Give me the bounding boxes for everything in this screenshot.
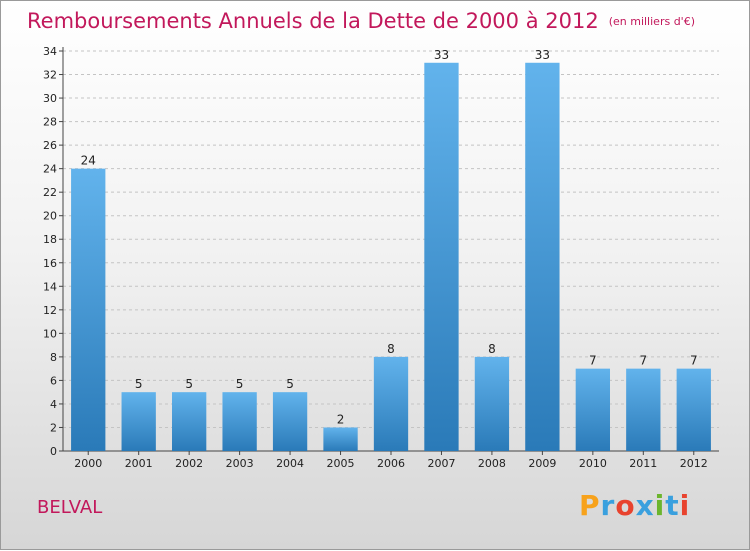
y-tick-label: 18: [43, 233, 57, 246]
bar-2002: [171, 392, 207, 451]
bar-value-label: 5: [185, 377, 193, 391]
bar-value-label: 24: [81, 154, 96, 168]
bar-2012: [676, 368, 711, 451]
logo-letter: i: [679, 489, 691, 522]
y-tick-label: 8: [50, 351, 57, 364]
y-tick-label: 32: [43, 69, 57, 82]
bar-2001: [121, 392, 156, 451]
labels: 0246810121416182022242628303234200024200…: [43, 45, 708, 470]
bar-2006: [373, 356, 409, 451]
logo-letter: o: [615, 489, 636, 522]
y-tick-label: 28: [43, 116, 57, 129]
logo-letter: i: [654, 489, 666, 522]
x-tick-label: 2008: [478, 457, 506, 470]
y-tick-label: 6: [50, 374, 57, 387]
y-tick-label: 0: [50, 445, 57, 458]
bar-value-label: 33: [434, 48, 449, 62]
proxiti-logo: Proxiti: [579, 489, 690, 522]
bar-value-label: 5: [135, 377, 143, 391]
logo-letter: P: [579, 489, 601, 522]
bar-value-label: 7: [589, 354, 597, 368]
x-tick-label: 2000: [74, 457, 102, 470]
bar-value-label: 7: [690, 354, 698, 368]
y-tick-label: 12: [43, 304, 57, 317]
bar-2008: [474, 356, 510, 451]
y-tick-label: 30: [43, 92, 57, 105]
x-tick-label: 2007: [427, 457, 455, 470]
x-tick-label: 2003: [226, 457, 254, 470]
y-tick-label: 4: [50, 398, 57, 411]
x-tick-label: 2012: [680, 457, 708, 470]
x-tick-label: 2009: [528, 457, 556, 470]
y-tick-label: 2: [50, 421, 57, 434]
y-tick-label: 24: [43, 163, 57, 176]
x-tick-label: 2001: [125, 457, 153, 470]
y-tick-label: 26: [43, 139, 57, 152]
logo-letter: r: [600, 489, 616, 522]
x-tick-label: 2011: [629, 457, 657, 470]
bar-value-label: 5: [286, 377, 294, 391]
bar-2004: [272, 392, 308, 451]
y-tick-label: 10: [43, 327, 57, 340]
y-tick-label: 22: [43, 186, 57, 199]
chart-subtitle: (en milliers d'€): [608, 15, 695, 28]
bar-2003: [222, 392, 257, 451]
bar-2007: [424, 62, 459, 451]
y-tick-label: 16: [43, 257, 57, 270]
x-tick-label: 2002: [175, 457, 203, 470]
bar-2009: [525, 62, 560, 451]
x-tick-label: 2004: [276, 457, 304, 470]
y-tick-label: 34: [43, 45, 57, 58]
bar-2011: [626, 368, 661, 451]
bars: [71, 62, 711, 451]
bar-value-label: 5: [236, 377, 244, 391]
chart-title-text: Remboursements Annuels de la Dette de 20…: [27, 9, 599, 33]
logo-letter: t: [665, 489, 680, 522]
commune-name: BELVAL: [37, 497, 103, 518]
x-tick-label: 2005: [327, 457, 355, 470]
bar-2000: [71, 168, 106, 451]
chart-title: Remboursements Annuels de la Dette de 20…: [27, 9, 695, 33]
x-tick-label: 2010: [579, 457, 607, 470]
x-tick-label: 2006: [377, 457, 405, 470]
y-tick-label: 14: [43, 280, 57, 293]
bar-value-label: 8: [488, 342, 496, 356]
bar-2005: [323, 427, 358, 451]
bar-value-label: 2: [337, 412, 345, 426]
bar-2010: [575, 368, 611, 451]
bar-value-label: 8: [387, 342, 395, 356]
logo-letter: x: [635, 489, 655, 522]
bar-value-label: 7: [639, 354, 647, 368]
bar-value-label: 33: [535, 48, 550, 62]
y-tick-label: 20: [43, 210, 57, 223]
